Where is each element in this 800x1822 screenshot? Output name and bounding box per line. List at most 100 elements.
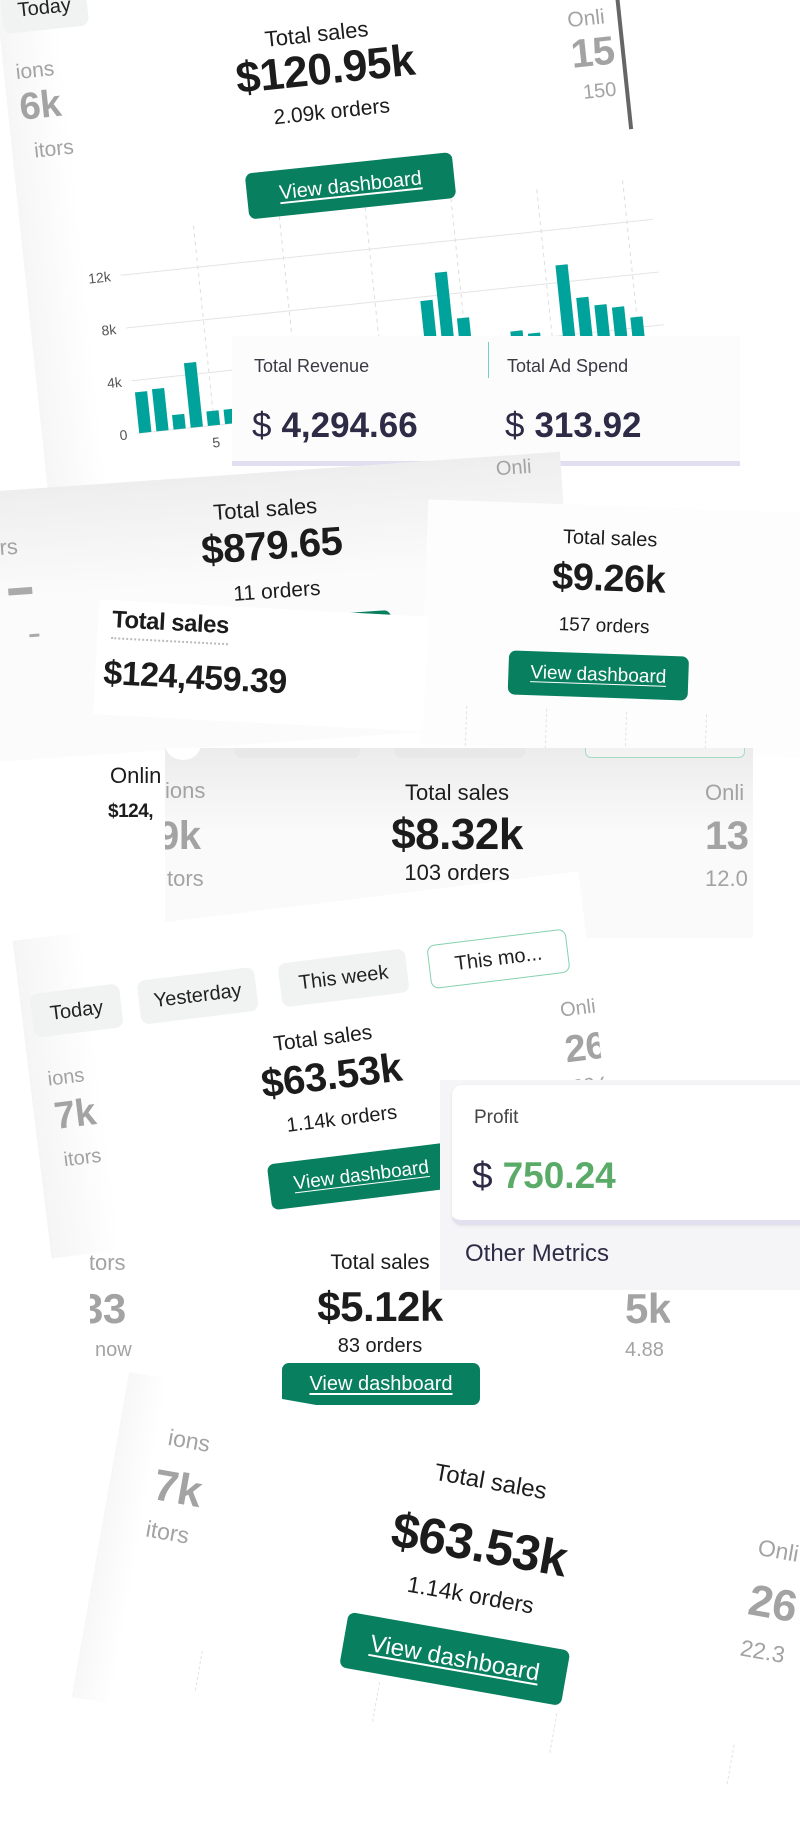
grid-line: [624, 711, 628, 752]
total-ad-spend-value: $313.92: [505, 406, 642, 446]
tab-label: Today: [16, 0, 72, 22]
currency-symbol: $: [472, 1155, 493, 1196]
tab-label: This week: [297, 960, 390, 994]
chart-bar: [206, 410, 221, 426]
grid-line: [194, 1650, 203, 1691]
sessions-label: ions: [14, 57, 56, 85]
online-label: Onli: [558, 995, 597, 1022]
visitors-label: ors: [0, 533, 19, 561]
tab-yesterday[interactable]: Yesterday: [136, 966, 259, 1025]
online-value: 26: [562, 1024, 609, 1072]
total-sales-amount: $9.26k: [551, 555, 667, 602]
total-sales-title: Total sales: [562, 526, 658, 552]
view-dashboard-button[interactable]: View dashboard: [339, 1611, 571, 1707]
sales-panel-4b: Onlin $124,: [96, 755, 166, 835]
total-sales-amount: $879.65: [199, 519, 344, 573]
online-sub: 150: [581, 78, 618, 104]
total-sales-title: Total sales: [111, 606, 230, 646]
currency-symbol: $: [505, 406, 525, 445]
tab-this-week[interactable]: This week: [277, 948, 410, 1008]
grid-line: [726, 1744, 735, 1785]
tab-label: This mo...: [453, 942, 544, 975]
tab-fragment: [395, 748, 525, 758]
online-value: 13: [705, 814, 749, 858]
total-sales-title: Total sales: [330, 1251, 430, 1274]
profit-card: Profit $750.24: [452, 1085, 800, 1225]
online-sub: 4.88: [625, 1339, 664, 1361]
total-sales-amount: $124,459.39: [102, 653, 288, 702]
button-label: View dashboard: [530, 662, 667, 688]
total-sales-title: Total sales: [405, 780, 509, 805]
button-label: View dashboard: [309, 1372, 453, 1395]
visitors-label: tors: [167, 866, 204, 891]
ad-spend-amount: 313.92: [534, 406, 642, 445]
visitors-label: itors: [90, 1250, 126, 1275]
sessions-value: 9k: [165, 814, 201, 858]
y-tick-label: 12k: [87, 268, 112, 286]
chart-gridline: [126, 271, 659, 329]
profit-section: Profit $750.24 Other Metrics: [440, 1080, 800, 1290]
view-dashboard-button[interactable]: View dashboard: [266, 1142, 457, 1211]
online-value: $124,: [108, 801, 154, 822]
visitors-label: itors: [143, 1515, 192, 1549]
tab-today[interactable]: Today: [29, 983, 124, 1038]
total-sales-amount: $120.95k: [233, 35, 418, 104]
divider: [488, 342, 489, 378]
tab-fragment: [585, 748, 745, 758]
sales-panel-5: Total sales $9.26k 157 orders View dashb…: [419, 499, 800, 758]
profit-amount: 750.24: [502, 1155, 616, 1196]
online-sub: 12.0: [705, 866, 748, 891]
placeholder-dash: [8, 586, 33, 596]
total-sales-amount: $8.32k: [391, 810, 523, 859]
profit-value: $750.24: [472, 1155, 616, 1197]
online-sub: 22.3: [738, 1634, 787, 1668]
chart-vgrid-line: [536, 189, 559, 390]
grid-line: [549, 1713, 558, 1753]
revenue-amount: 4,294.66: [281, 406, 418, 445]
tab-today[interactable]: Today: [0, 0, 90, 35]
chart-vgrid-line: [364, 207, 387, 408]
total-sales-title: Total sales: [432, 1458, 549, 1506]
chart-bar: [172, 413, 186, 430]
sessions-value: 7k: [149, 1460, 206, 1517]
view-dashboard-button[interactable]: View dashboard: [282, 1363, 480, 1405]
total-ad-spend-label: Total Ad Spend: [507, 356, 629, 376]
sessions-label: ions: [165, 778, 206, 803]
sessions-value: 6k: [17, 82, 63, 129]
chart-vgrid-line: [622, 180, 645, 381]
sessions-label: ions: [166, 1424, 213, 1457]
online-label: Onli: [756, 1534, 800, 1567]
visitors-now-label: now: [95, 1339, 132, 1361]
online-value: 5k: [625, 1285, 670, 1332]
profit-label: Profit: [474, 1107, 519, 1128]
tab-fragment: [165, 748, 201, 760]
placeholder-dash: [29, 633, 40, 638]
chart-gridline: [120, 218, 653, 276]
tab-label: Yesterday: [152, 978, 243, 1012]
online-value: 15: [568, 28, 617, 77]
online-label: Onli: [495, 455, 533, 481]
orders-count: 83 orders: [337, 1335, 423, 1357]
total-sales-amount: $5.12k: [317, 1283, 443, 1330]
total-revenue-value: $4,294.66: [252, 406, 418, 446]
online-value: 26: [744, 1575, 800, 1633]
visitors-value: 33: [90, 1285, 126, 1332]
visitors-label: itors: [62, 1144, 103, 1172]
revenue-adspend-card: Total Revenue Total Ad Spend $4,294.66 $…: [232, 336, 740, 466]
orders-count: 2.09k orders: [272, 94, 391, 130]
orders-count: 157 orders: [558, 614, 650, 639]
online-label: Onli: [705, 780, 745, 805]
chart-bar: [151, 387, 169, 432]
tab-this-month[interactable]: This mo...: [426, 928, 571, 990]
chart-vgrid-line: [450, 198, 473, 399]
other-metrics-heading: Other Metrics: [465, 1240, 610, 1267]
orders-count: 11 orders: [232, 576, 322, 606]
y-tick-label: 4k: [106, 374, 123, 392]
sessions-label: ions: [46, 1064, 86, 1091]
chart-vgrid-line: [278, 216, 301, 417]
online-label: Onlin: [110, 763, 162, 788]
chart-bar: [134, 391, 152, 434]
view-dashboard-button[interactable]: View dashboard: [507, 650, 690, 701]
orders-count: 103 orders: [404, 860, 510, 885]
sessions-value: 7k: [51, 1091, 98, 1138]
